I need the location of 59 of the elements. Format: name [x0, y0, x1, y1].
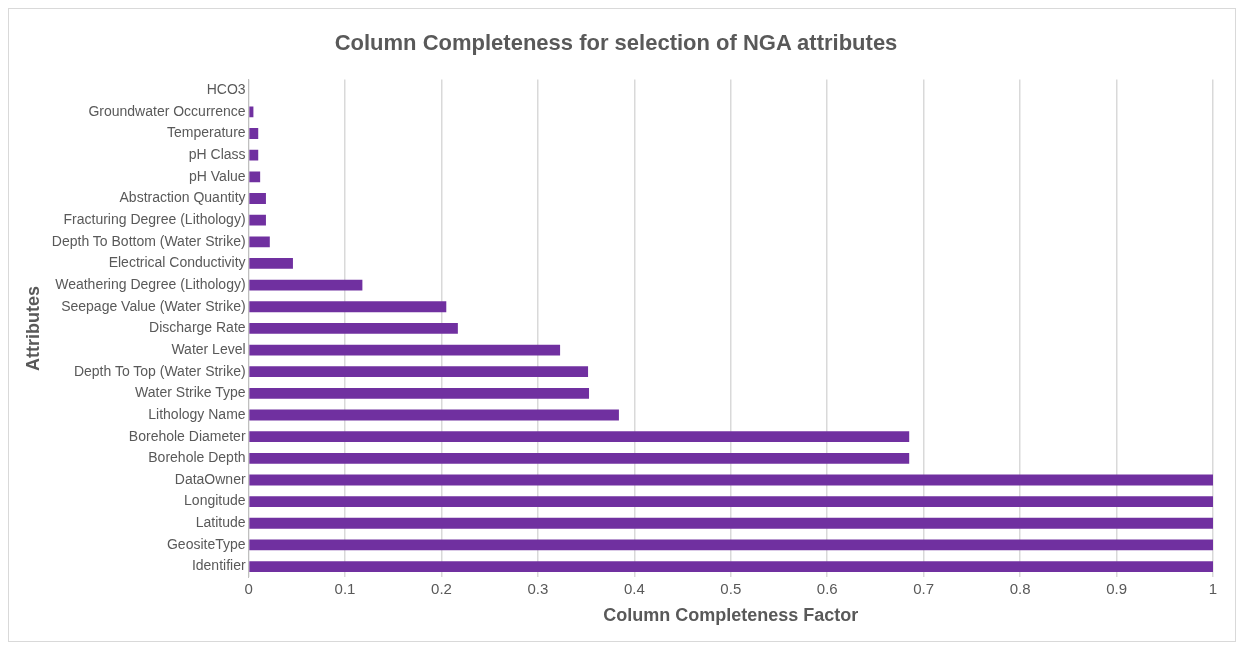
bar	[249, 452, 910, 464]
chart-title: Column Completeness for selection of NGA attributes	[334, 30, 898, 56]
y-tick-label: Electrical Conductivity	[108, 254, 246, 271]
y-tick-label: Weathering Degree (Lithology)	[55, 275, 246, 292]
bar	[249, 409, 619, 421]
bar	[249, 344, 561, 356]
y-tick-label: Abstraction Quantity	[119, 189, 246, 206]
bar	[249, 431, 910, 443]
bar	[249, 539, 1213, 551]
y-tick-label: Seepage Value (Water Strike)	[61, 297, 246, 314]
bar	[249, 474, 1213, 486]
x-axis-title: Column Completeness Factor	[603, 605, 859, 626]
y-tick-label: Discharge Rate	[149, 319, 246, 336]
bar	[249, 106, 254, 118]
y-tick-label: pH Class	[188, 146, 246, 163]
y-axis-title: Attributes	[22, 285, 43, 371]
y-tick-label: Latitude	[195, 514, 246, 531]
bar	[249, 149, 259, 161]
y-tick-label: Temperature	[166, 124, 246, 141]
x-tick-label: 0.3	[527, 579, 549, 597]
bar	[249, 561, 1213, 572]
y-tick-label: Fracturing Degree (Lithology)	[63, 211, 246, 227]
x-tick-label: 0.4	[623, 579, 645, 597]
y-tick-label: Groundwater Occurrence	[88, 102, 246, 119]
y-tick-label: HCO3	[206, 81, 246, 98]
bar	[249, 193, 266, 204]
y-tick-label: Longitude	[184, 492, 246, 509]
x-tick-label: 0.6	[816, 579, 838, 597]
x-tick-label: 0	[244, 579, 253, 597]
bar	[249, 258, 293, 269]
bar	[249, 279, 363, 291]
y-tick-label: DataOwner	[174, 470, 246, 487]
x-tick-label: 0.2	[431, 579, 452, 597]
bar	[249, 387, 590, 399]
y-tick-label: Lithology Name	[148, 405, 246, 422]
bar	[249, 301, 447, 313]
y-tick-label: Borehole Diameter	[128, 427, 246, 444]
x-tick-label: 0.1	[334, 579, 356, 597]
bar	[249, 236, 270, 248]
bar	[249, 366, 589, 378]
y-tick-label: Water Strike Type	[135, 384, 246, 401]
bar	[249, 128, 259, 139]
x-tick-label: 0.9	[1106, 579, 1127, 597]
bar	[249, 171, 261, 183]
x-tick-label: 0.7	[913, 579, 935, 597]
x-tick-label: 0.8	[1009, 579, 1031, 597]
bar	[249, 517, 1213, 529]
y-tick-label: Borehole Depth	[148, 449, 246, 466]
x-tick-label: 0.5	[720, 579, 742, 597]
y-tick-label: Depth To Bottom (Water Strike)	[51, 232, 246, 249]
bar	[249, 322, 458, 334]
bar	[249, 214, 266, 226]
y-tick-label: Identifier	[191, 557, 246, 574]
y-tick-label: Water Level	[171, 340, 246, 357]
y-tick-label: pH Value	[189, 167, 246, 184]
y-tick-label: GeositeType	[166, 535, 246, 552]
bar	[249, 496, 1213, 508]
y-tick-label: Depth To Top (Water Strike)	[73, 362, 246, 379]
x-tick-label: 1	[1208, 579, 1218, 597]
